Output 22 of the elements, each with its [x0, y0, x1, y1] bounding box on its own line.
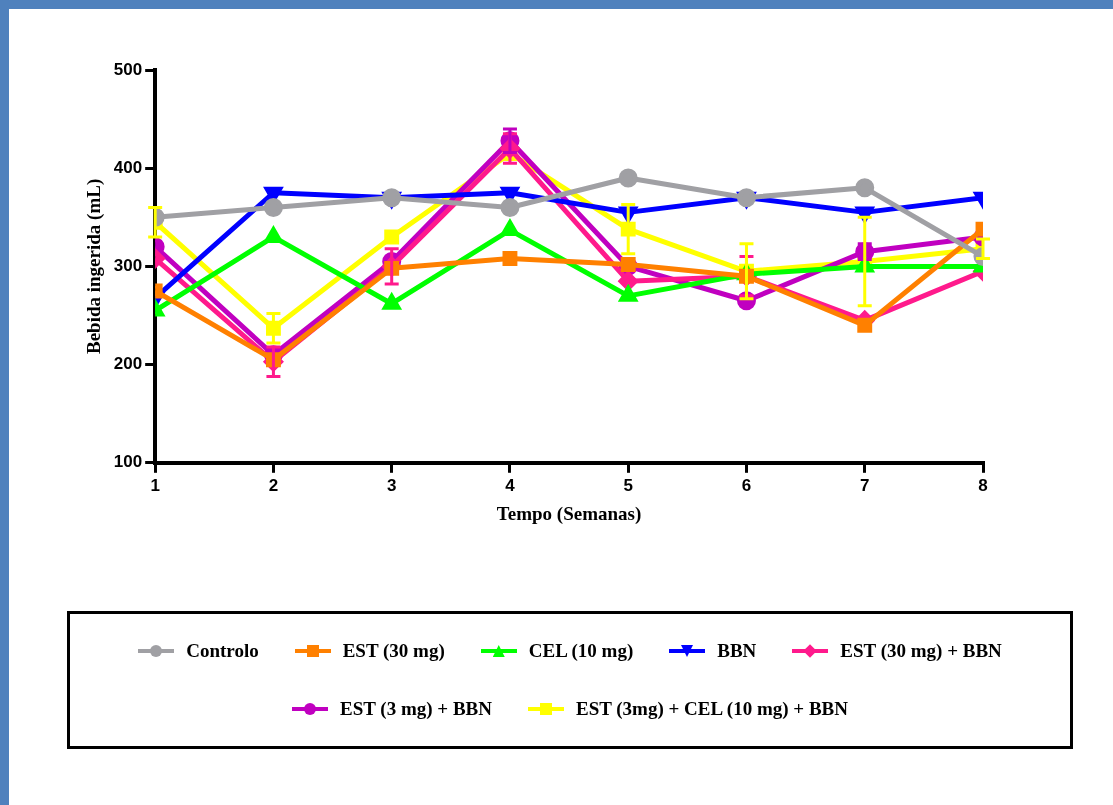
x-tick-label: 1 — [150, 475, 160, 495]
x-tick-label: 7 — [860, 475, 870, 495]
y-tick-label: 100 — [113, 452, 143, 472]
legend-label: EST (30 mg) + BBN — [840, 640, 1002, 662]
legend-label: EST (3 mg) + BBN — [340, 698, 492, 720]
legend-label: CEL (10 mg) — [528, 640, 634, 662]
x-tick-label: 3 — [386, 475, 397, 495]
y-tick-label: 400 — [113, 157, 143, 177]
legend-label: EST (30 mg) — [342, 640, 445, 662]
legend-label: EST (3mg) + CEL (10 mg) + BBN — [575, 698, 848, 720]
x-tick-label: 6 — [741, 475, 752, 495]
x-tick-label: 5 — [623, 475, 633, 495]
y-tick-label: 200 — [113, 354, 143, 374]
x-tick-label: 2 — [268, 475, 279, 495]
x-tick-label: 8 — [978, 475, 988, 495]
y-axis-title: Bebida ingerida (mL) — [83, 178, 106, 355]
legend-label: BBN — [717, 640, 757, 662]
y-tick-label: 500 — [113, 59, 143, 79]
legend-label: Controlo — [186, 640, 259, 662]
y-tick-label: 300 — [113, 256, 143, 276]
x-axis-title: Tempo (Semanas) — [496, 502, 642, 525]
x-tick-label: 4 — [505, 475, 516, 495]
